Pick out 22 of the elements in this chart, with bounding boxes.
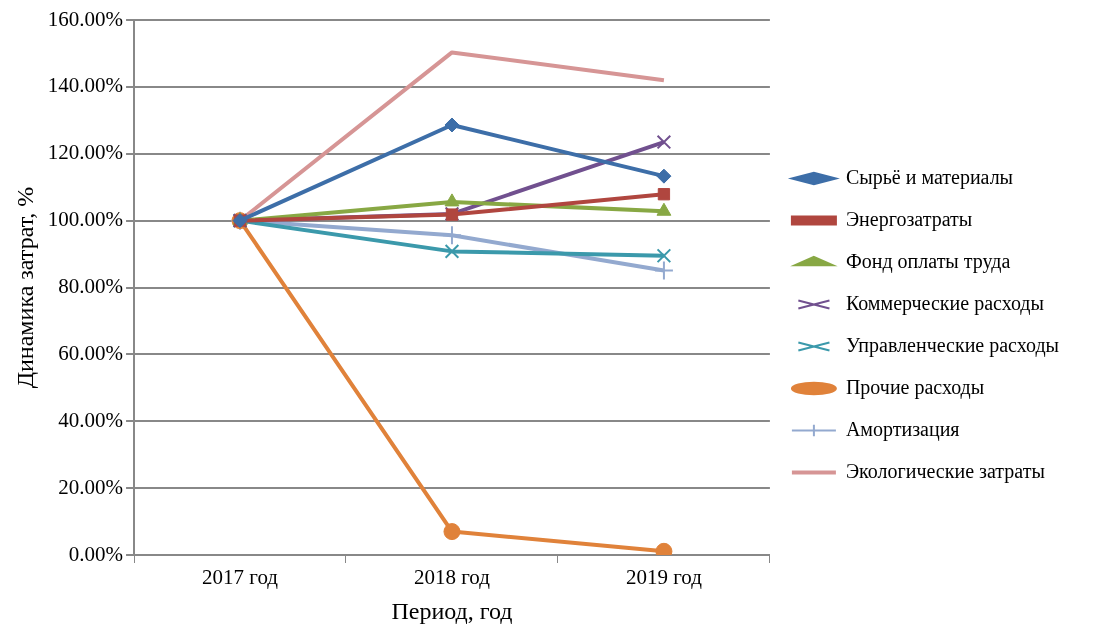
x-axis-title: Период, год	[391, 597, 513, 624]
legend-label: Экологические затраты	[845, 459, 1045, 483]
y-tick-label: 160.00%	[47, 6, 124, 31]
y-tick-label: 140.00%	[47, 73, 124, 98]
legend-label: Фонд оплаты труда	[845, 249, 1011, 273]
legend-label: Сырьё и материалы	[845, 165, 1014, 189]
y-tick-label: 60.00%	[58, 340, 124, 365]
x-tick-label: 2018 год	[414, 565, 491, 590]
x-tick-label: 2017 год	[202, 565, 279, 590]
x-tick-label: 2019 год	[625, 565, 703, 590]
y-tick-label: 20.00%	[58, 474, 124, 499]
legend-label: Коммерческие расходы	[845, 291, 1044, 315]
y-tick-label: 40.00%	[58, 407, 124, 432]
legend-label: Амортизация	[845, 417, 960, 441]
y-tick-label: 120.00%	[47, 140, 124, 165]
y-tick-label: 100.00%	[47, 207, 124, 232]
y-tick-label: 0.00%	[68, 541, 124, 566]
y-axis-title: Динамика затрат, %	[11, 186, 38, 389]
legend-label: Управленческие расходы	[845, 333, 1060, 357]
y-tick-label: 80.00%	[58, 274, 124, 299]
legend-label: Энергозатраты	[845, 207, 973, 231]
legend-label: Прочие расходы	[845, 375, 985, 399]
